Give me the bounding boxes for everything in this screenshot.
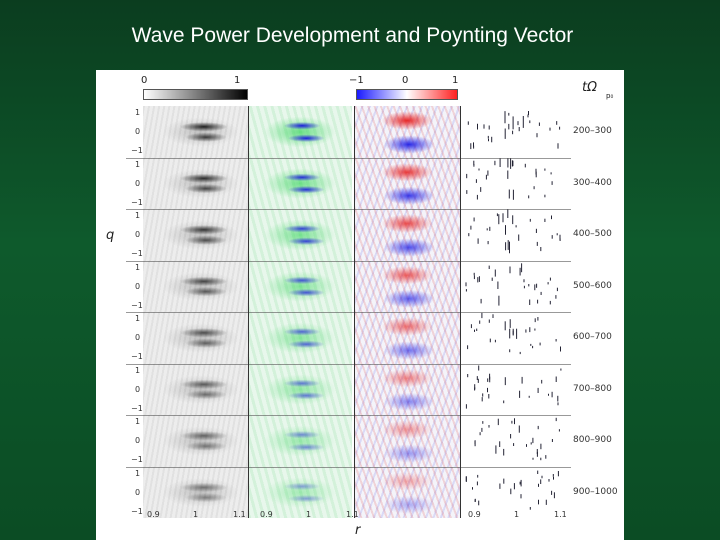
time-header: tΩ <box>582 80 598 95</box>
x-tick-label: 1 <box>193 510 199 519</box>
x-tick-label: 0.9 <box>468 510 481 519</box>
x-tick-label: 1.1 <box>346 510 359 519</box>
wave-power-panel <box>143 312 248 364</box>
y-tick-label: 1 <box>135 262 141 272</box>
poynting-color-panel <box>354 466 460 518</box>
y-tick-label: 1 <box>135 211 141 220</box>
green-field-panel <box>248 415 352 467</box>
slide-title: Wave Power Development and Poynting Vect… <box>131 24 574 47</box>
row-divider <box>126 157 571 159</box>
colorbar-gray-max-label: 1 <box>234 75 241 86</box>
y-tick-label: 0 <box>135 127 141 136</box>
time-range-label: 400–500 <box>573 229 612 239</box>
y-tick-label: 1 <box>135 314 141 323</box>
y-tick-label: −1 <box>131 300 143 310</box>
time-range-label: 300–400 <box>573 177 612 188</box>
time-range-label: 700–800 <box>573 383 612 394</box>
colorbar-rb-mid-label: 0 <box>402 75 409 86</box>
green-field-panel <box>248 363 352 415</box>
x-tick-label: 0.9 <box>260 510 273 519</box>
wave-power-panel <box>143 415 248 467</box>
green-field-panel <box>248 209 352 261</box>
y-tick-label: 0 <box>135 333 141 342</box>
colorbar-rb-min-label: −1 <box>349 75 364 86</box>
y-tick-label: 0 <box>135 281 141 291</box>
row-divider <box>126 312 571 313</box>
poynting-vector-panel <box>460 466 567 518</box>
poynting-color-panel <box>354 363 460 415</box>
y-tick-label: −1 <box>131 506 143 516</box>
y-tick-label: 0 <box>135 436 141 445</box>
y-tick-label: 1 <box>135 417 141 426</box>
row-divider <box>126 466 571 468</box>
green-field-panel <box>248 106 352 158</box>
y-tick-label: −1 <box>131 455 143 464</box>
y-tick-label: 1 <box>135 159 141 169</box>
poynting-vector-panel <box>460 312 567 364</box>
wave-power-panel <box>143 106 248 158</box>
time-range-label: 500–600 <box>573 280 612 291</box>
poynting-color-panel <box>354 415 460 467</box>
poynting-color-panel <box>354 260 460 312</box>
time-range-label: 800–900 <box>573 435 612 445</box>
poynting-vector-panel <box>460 415 567 467</box>
row-divider <box>126 260 571 262</box>
figure: 0 1 −1 0 1 tΩ p₀ q 1 0 −1 200–300 1 0 −1 300–40… <box>96 70 624 540</box>
column-divider <box>354 106 355 518</box>
wave-power-panel <box>143 157 248 209</box>
y-tick-label: −1 <box>131 146 143 155</box>
row-divider <box>126 209 571 210</box>
colorbar-rb-max-label: 1 <box>452 75 459 86</box>
y-tick-label: 0 <box>135 487 141 497</box>
column-divider <box>460 106 461 518</box>
x-tick-label: 0.9 <box>147 510 160 519</box>
poynting-vector-panel <box>460 106 567 158</box>
wave-power-panel <box>143 260 248 312</box>
y-tick-label: −1 <box>131 249 143 258</box>
green-field-panel <box>248 157 352 209</box>
y-tick-label: 1 <box>135 365 141 375</box>
poynting-vector-panel <box>460 363 567 415</box>
y-tick-label: 0 <box>135 384 141 394</box>
y-axis-label: q <box>106 228 115 243</box>
time-range-label: 600–700 <box>573 332 612 342</box>
wave-power-panel <box>143 363 248 415</box>
poynting-color-panel <box>354 312 460 364</box>
y-tick-label: −1 <box>131 197 143 207</box>
x-axis-label: r <box>355 523 361 538</box>
colorbar-gray <box>143 89 248 100</box>
y-tick-label: 1 <box>135 108 141 117</box>
colorbar-red-blue <box>356 89 458 100</box>
colorbar-gray-min-label: 0 <box>141 75 148 86</box>
y-tick-label: 0 <box>135 178 141 188</box>
y-tick-label: 0 <box>135 230 141 239</box>
x-tick-label: 1.1 <box>233 510 246 519</box>
column-divider <box>248 106 249 518</box>
green-field-panel <box>248 312 352 364</box>
time-range-label: 200–300 <box>573 126 612 136</box>
green-field-panel <box>248 466 352 518</box>
poynting-color-panel <box>354 209 460 261</box>
poynting-vector-panel <box>460 209 567 261</box>
x-tick-label: 1 <box>514 510 520 519</box>
row-divider <box>126 363 571 365</box>
green-field-panel <box>248 260 352 312</box>
row-divider <box>126 415 571 416</box>
x-tick-label: 1 <box>306 510 312 519</box>
time-header-subscript: p₀ <box>606 92 614 100</box>
poynting-color-panel <box>354 106 460 158</box>
poynting-vector-panel <box>460 260 567 312</box>
time-range-label: 900–1000 <box>573 486 618 497</box>
wave-power-panel <box>143 466 248 518</box>
wave-power-panel <box>143 209 248 261</box>
poynting-vector-panel <box>460 157 567 209</box>
poynting-color-panel <box>354 157 460 209</box>
y-tick-label: 1 <box>135 468 141 478</box>
x-tick-label: 1.1 <box>554 510 567 519</box>
y-tick-label: −1 <box>131 352 143 361</box>
y-tick-label: −1 <box>131 403 143 413</box>
